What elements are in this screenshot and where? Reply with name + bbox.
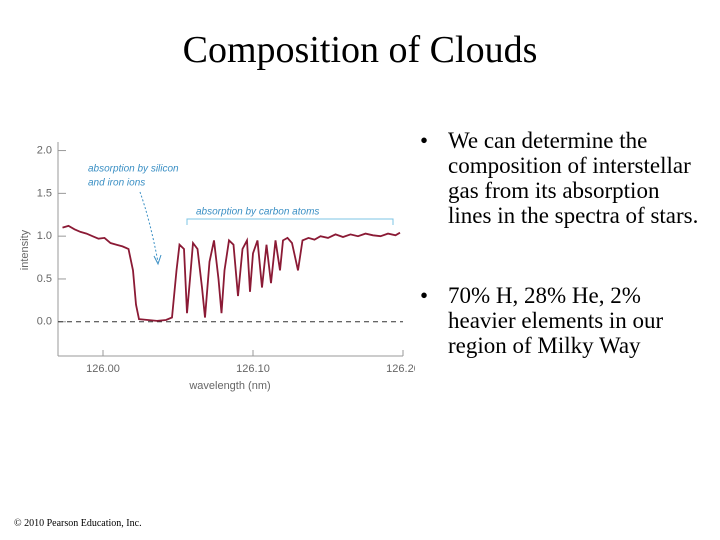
annotation: and iron ions	[88, 178, 145, 189]
annotation: absorption by carbon atoms	[196, 207, 319, 218]
annotation-arrow	[139, 191, 159, 263]
x-tick-label: 126.00	[86, 363, 120, 375]
annotation-arrow	[153, 254, 162, 266]
y-tick-label: 0.0	[37, 316, 52, 328]
y-tick-label: 2.0	[37, 144, 52, 156]
chart: absorption by silicon and iron ions abso…	[19, 142, 415, 392]
y-tick-label: 0.5	[37, 273, 52, 285]
y-tick-label: 1.5	[37, 187, 52, 199]
x-axis-label: wavelength (nm)	[188, 380, 270, 392]
annotation: absorption by silicon	[88, 164, 179, 175]
copyright: © 2010 Pearson Education, Inc.	[14, 518, 142, 529]
x-tick-label: 126.20	[386, 363, 415, 375]
slide-title: Composition of Clouds	[182, 29, 538, 71]
annotation-bracket	[186, 218, 394, 225]
x-tick-label: 126.10	[236, 363, 270, 375]
bullet: We can determine the composition of inte…	[420, 128, 705, 228]
bullet: 70% H, 28% He, 2% heavier elements in ou…	[420, 283, 705, 358]
y-axis-label: intensity	[19, 229, 31, 270]
y-tick-label: 1.0	[37, 230, 52, 242]
spectrum-line	[62, 224, 401, 322]
bullet-list: We can determine the composition of inte…	[420, 128, 705, 413]
